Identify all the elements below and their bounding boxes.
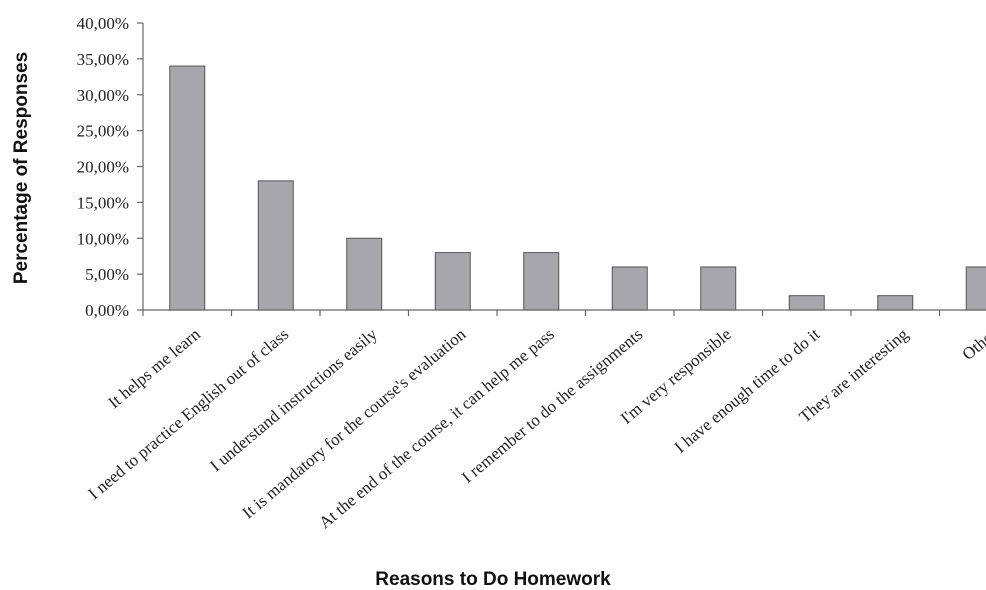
x-category-label: It helps me learn [104,324,204,412]
x-category-label: I understand instructions easily [206,324,381,475]
bar [965,266,986,311]
bar [434,252,471,311]
bar [257,180,294,311]
x-category-label: I have enough time to do it [671,324,824,456]
bar [877,295,914,311]
bar [346,237,383,311]
y-tick-label: 15,00% [77,193,129,212]
y-tick-label: 0,00% [85,301,129,320]
bar [611,266,648,311]
y-axis-title: Percentage of Responses [11,52,32,284]
x-category-label: Other [958,324,986,364]
bar [169,65,206,311]
y-tick-label: 35,00% [77,50,129,69]
y-tick-label: 40,00% [77,14,129,33]
bar [523,252,560,311]
x-axis-title: Reasons to Do Homework [375,569,611,590]
bar [788,295,825,311]
plot-area: 0,00% 5,00% 10,00% 15,00% 20,00% 25,00% 30,00%… [77,14,986,532]
bar [700,266,737,311]
x-category-label: I remember to do the assignments [458,325,646,487]
y-tick-label: 20,00% [77,158,129,177]
y-tick-label: 10,00% [77,229,129,248]
y-tick-label: 30,00% [77,86,129,105]
y-tick-label: 25,00% [77,122,129,141]
y-tick-label: 5,00% [85,265,129,284]
